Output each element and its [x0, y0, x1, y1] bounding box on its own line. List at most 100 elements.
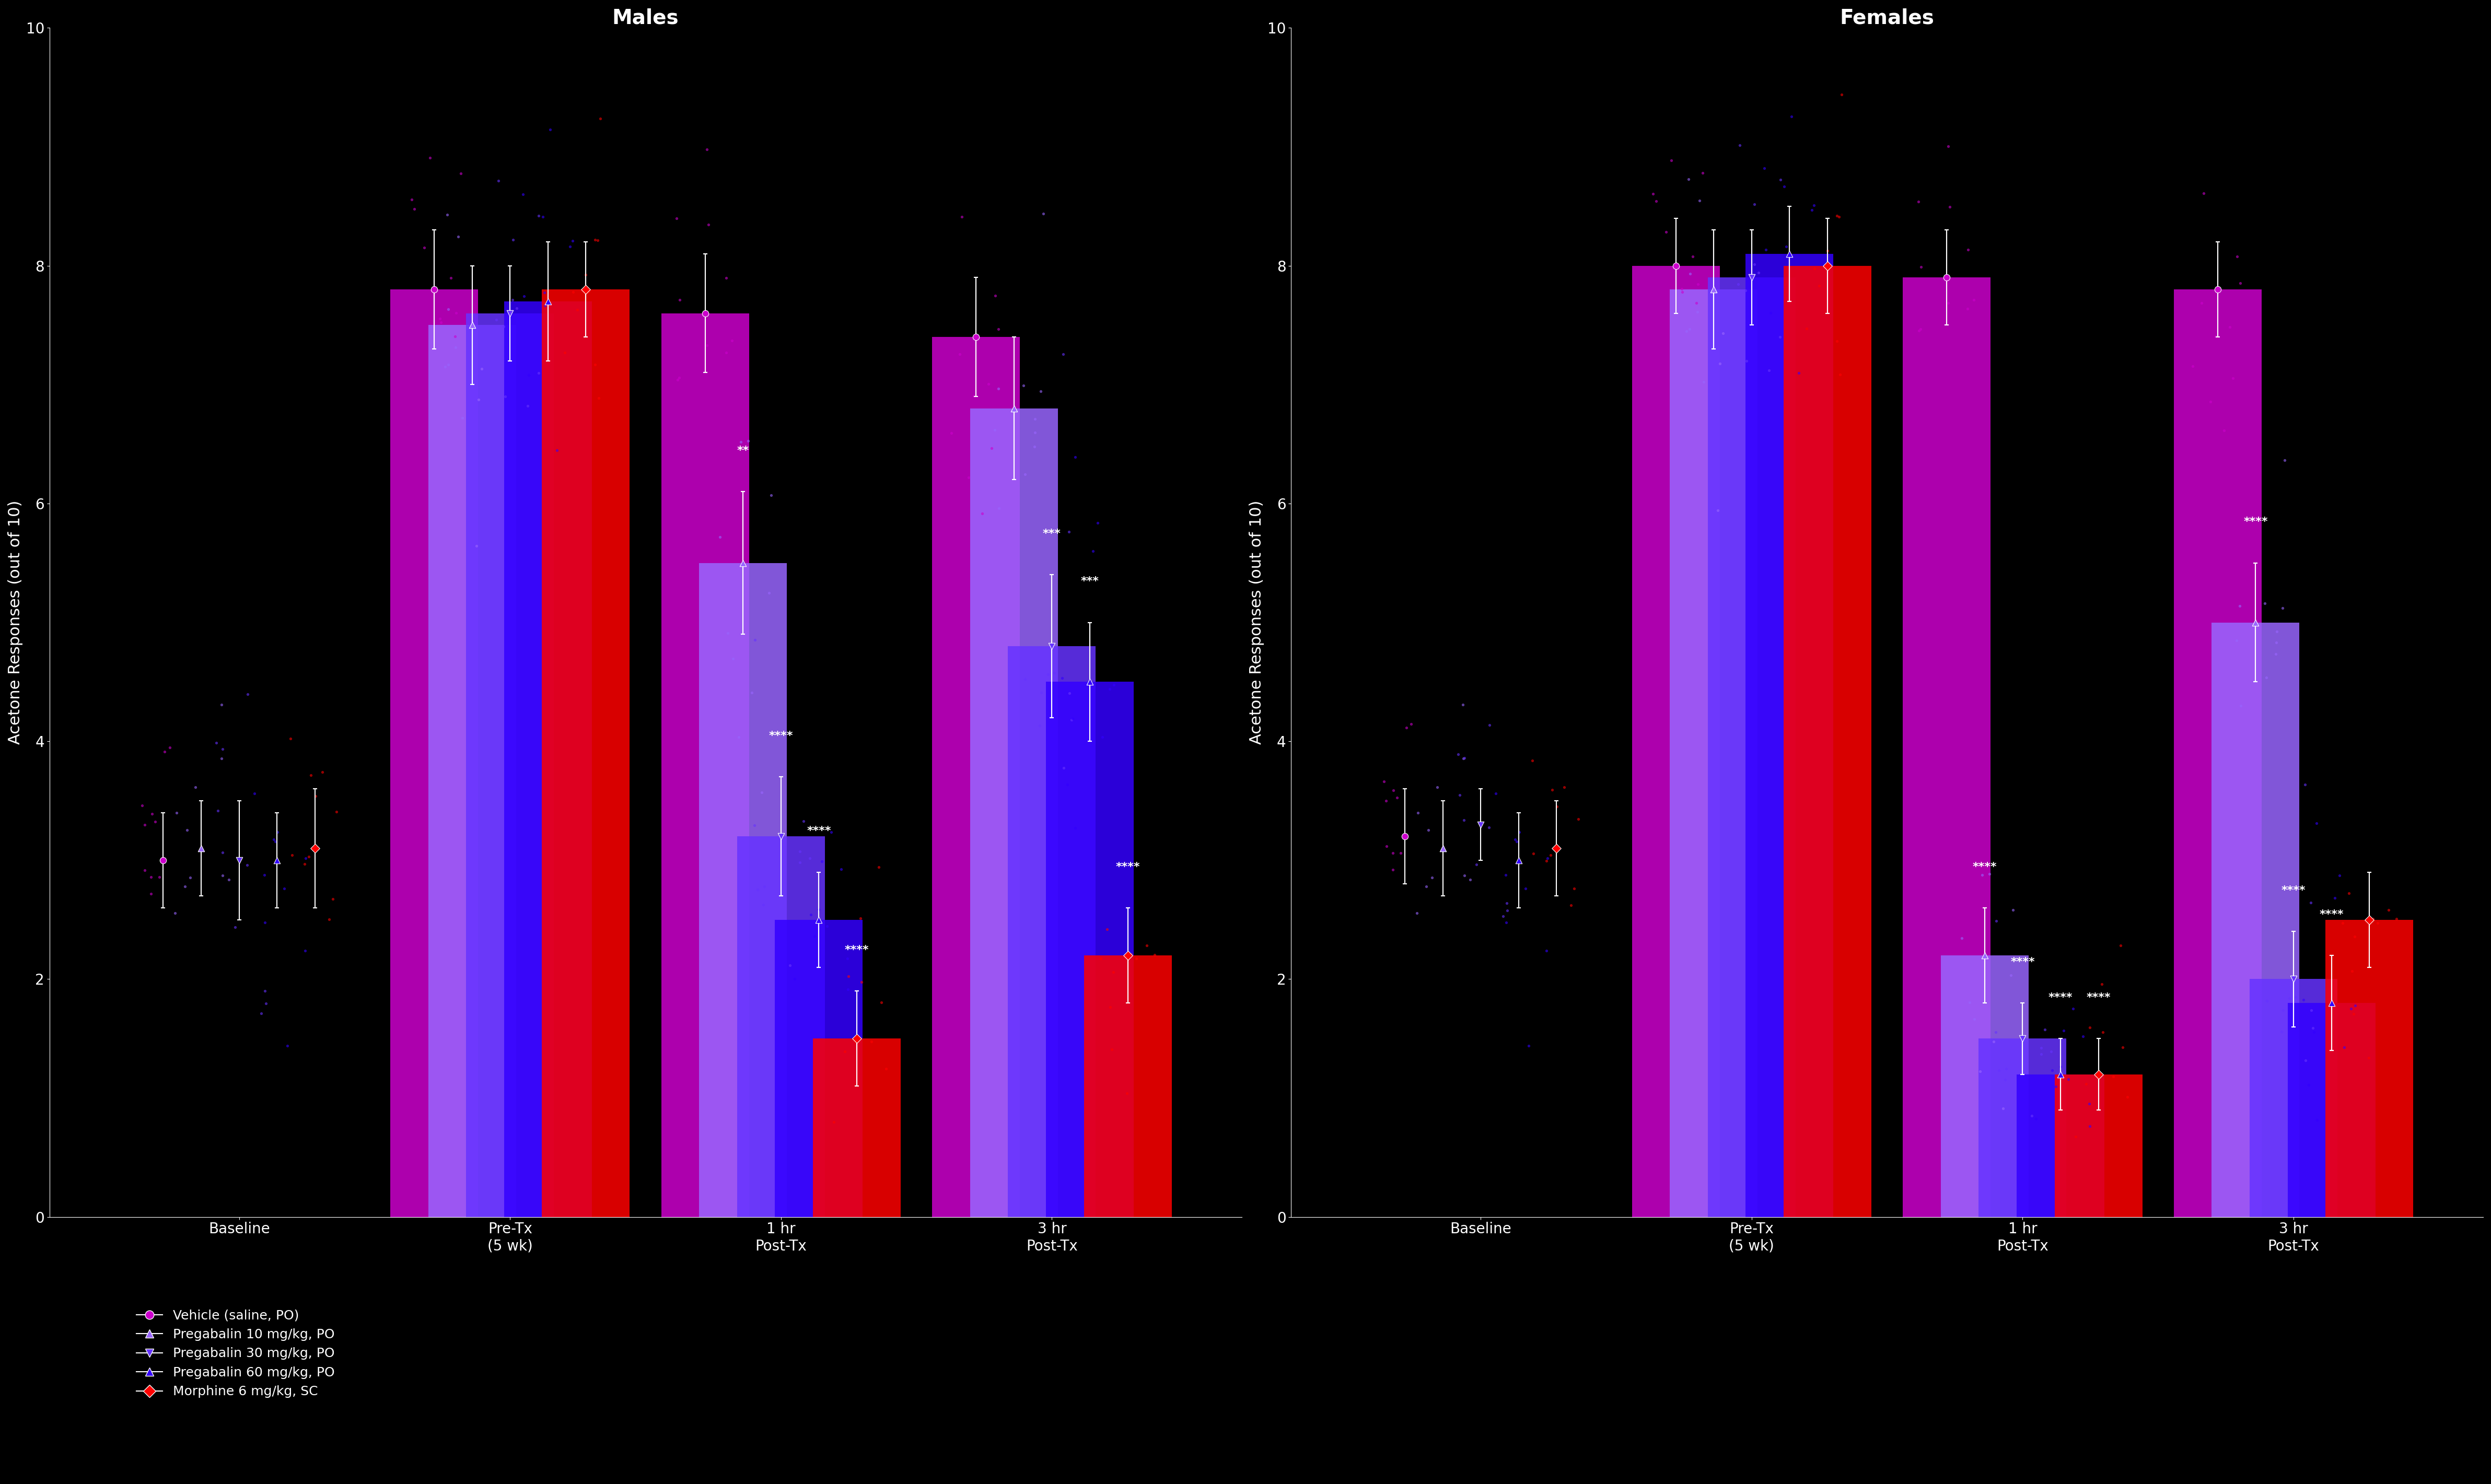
Bar — [1903, 278, 1990, 1217]
Point — [1385, 825, 1425, 849]
Point — [546, 340, 585, 364]
Point — [1799, 275, 1838, 298]
Point — [1407, 818, 1447, 841]
Text: ****: **** — [2048, 993, 2073, 1003]
Point — [1791, 199, 1831, 223]
Point — [1079, 510, 1118, 534]
Point — [1126, 933, 1166, 957]
Point — [1983, 1097, 2023, 1120]
Point — [436, 301, 476, 325]
Bar — [2212, 622, 2299, 1217]
Point — [157, 801, 197, 825]
Point — [578, 386, 618, 410]
Point — [1794, 257, 1833, 280]
Point — [1681, 162, 1721, 186]
Point — [1054, 706, 1094, 730]
Point — [802, 849, 842, 873]
Point — [1111, 942, 1151, 966]
Bar — [2018, 1074, 2105, 1217]
Point — [2217, 628, 2257, 651]
Point — [209, 868, 249, 892]
Point — [202, 864, 242, 887]
Bar — [466, 313, 553, 1217]
Point — [1470, 816, 1510, 840]
Point — [1684, 370, 1724, 393]
Point — [1487, 862, 1527, 886]
Point — [1634, 183, 1674, 206]
Bar — [2055, 1074, 2142, 1217]
Point — [1527, 849, 1567, 873]
Point — [770, 953, 810, 976]
Point — [807, 914, 847, 938]
Point — [2190, 390, 2229, 414]
Point — [1898, 190, 1938, 214]
Point — [1739, 261, 1779, 285]
Point — [742, 893, 782, 917]
Point — [688, 334, 727, 358]
Point — [2172, 355, 2212, 378]
Point — [286, 846, 326, 870]
Point — [2262, 597, 2302, 620]
Point — [125, 858, 164, 881]
Point — [421, 310, 461, 334]
Point — [1808, 254, 1848, 278]
Point — [2107, 1085, 2147, 1109]
Point — [1006, 666, 1046, 690]
Point — [1457, 853, 1497, 877]
Point — [660, 288, 700, 312]
Point — [1515, 841, 1554, 865]
Point — [144, 739, 184, 763]
Point — [575, 229, 615, 252]
Point — [1554, 877, 1594, 901]
Point — [135, 810, 174, 834]
Point — [1808, 239, 1848, 263]
Point — [707, 622, 747, 646]
Point — [2354, 907, 2394, 930]
Point — [1761, 168, 1801, 191]
Point — [538, 438, 578, 462]
Point — [441, 162, 481, 186]
Point — [1450, 868, 1490, 892]
Point — [974, 418, 1014, 442]
Point — [257, 849, 296, 873]
Point — [2020, 1036, 2060, 1060]
Point — [1004, 374, 1044, 398]
Point — [2043, 1018, 2082, 1042]
Point — [1482, 904, 1522, 928]
Point — [976, 283, 1016, 307]
Point — [1719, 272, 1759, 295]
Point — [1046, 773, 1086, 797]
Point — [1136, 942, 1176, 966]
Point — [2055, 1125, 2095, 1149]
Point — [202, 693, 242, 717]
Point — [1821, 83, 1861, 107]
Point — [491, 301, 531, 325]
Point — [2092, 1064, 2132, 1088]
Point — [1442, 746, 1482, 770]
Point — [177, 775, 217, 798]
Point — [1056, 445, 1096, 469]
Point — [1500, 821, 1539, 844]
Point — [528, 289, 568, 313]
Text: ****: **** — [2087, 993, 2110, 1003]
Point — [2324, 1036, 2364, 1060]
Point — [523, 205, 563, 229]
Point — [1744, 156, 1784, 180]
Point — [1726, 279, 1766, 303]
Point — [483, 315, 523, 338]
Point — [942, 205, 981, 229]
Point — [2349, 908, 2389, 932]
Point — [2048, 1067, 2087, 1091]
Point — [1676, 300, 1716, 324]
Point — [244, 979, 284, 1003]
Point — [2369, 898, 2409, 922]
Point — [1024, 202, 1064, 226]
Point — [503, 283, 543, 307]
Point — [2070, 1015, 2110, 1039]
Point — [2262, 1020, 2302, 1043]
Point — [790, 846, 830, 870]
Point — [436, 325, 476, 349]
Point — [272, 843, 311, 867]
Point — [1014, 420, 1054, 444]
Point — [1928, 291, 1968, 315]
